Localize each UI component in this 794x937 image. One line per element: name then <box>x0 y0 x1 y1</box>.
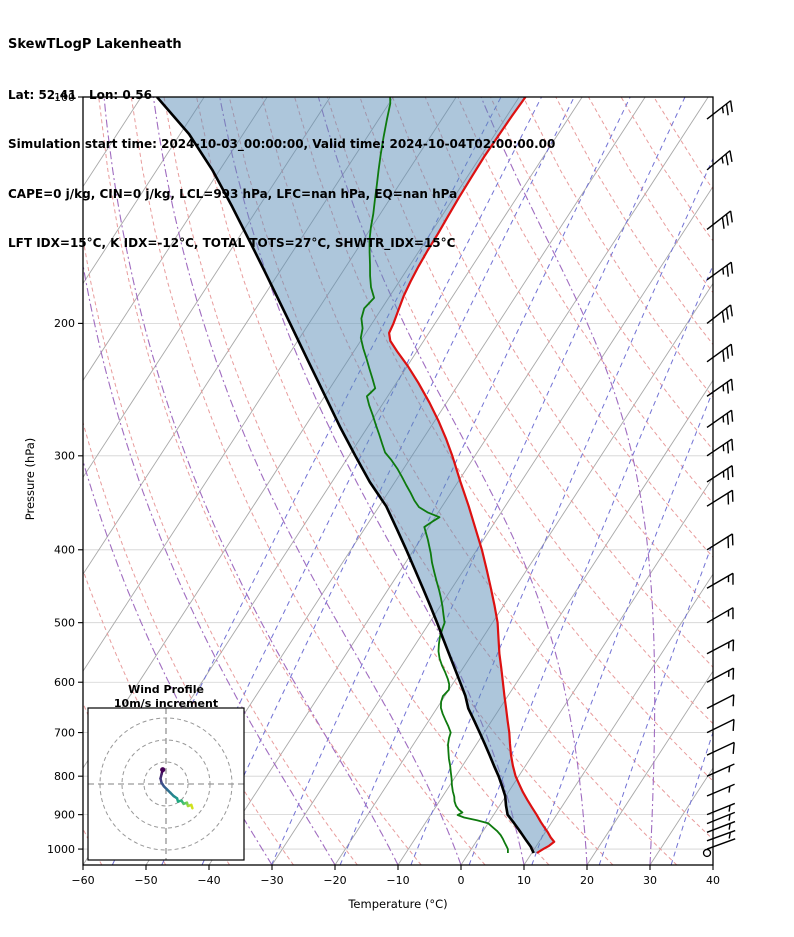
wind-barb <box>706 829 736 842</box>
y-tick-label: 1000 <box>47 843 75 856</box>
x-tick-label: −10 <box>386 874 409 887</box>
wind-barb <box>706 100 733 120</box>
wind-barb <box>706 150 733 171</box>
page-title: SkewTLogP Lakenheath <box>8 37 182 52</box>
y-tick-label: 100 <box>54 91 75 104</box>
sounding-curves <box>156 97 556 854</box>
wind-barb <box>706 261 734 281</box>
x-tick-label: 0 <box>458 874 465 887</box>
y-tick-label: 600 <box>54 676 75 689</box>
wind-barb <box>702 848 712 858</box>
wind-barb <box>706 607 734 624</box>
wind-barb <box>706 343 734 363</box>
hodograph-trace <box>190 803 194 810</box>
x-tick-label: 30 <box>643 874 657 887</box>
wind-barb <box>706 210 733 230</box>
hodograph-ring <box>121 739 211 829</box>
hodograph-ring <box>143 761 189 807</box>
hodograph-trace-start <box>160 767 166 773</box>
hodograph-border <box>87 707 245 861</box>
wind-barb <box>706 802 736 816</box>
x-tick-label: −40 <box>197 874 220 887</box>
wind-barb <box>706 763 735 777</box>
wind-barb <box>706 838 736 850</box>
x-tick-label: 10 <box>517 874 531 887</box>
dewpoint-curve <box>359 97 509 853</box>
wind-barb <box>706 489 734 507</box>
y-tick-label: 500 <box>54 616 75 629</box>
x-tick-label: −30 <box>260 874 283 887</box>
wind-barb <box>706 533 734 551</box>
parcel-curve <box>156 97 535 854</box>
wind-barb <box>706 783 735 797</box>
x-axis-label: Temperature (°C) <box>348 897 448 911</box>
x-tick-label: 40 <box>706 874 720 887</box>
y-tick-label: 700 <box>54 726 75 739</box>
y-tick-label: 900 <box>54 808 75 821</box>
hodograph-ring <box>99 717 233 851</box>
y-tick-label: 800 <box>54 770 75 783</box>
y-axis-label: Pressure (hPa) <box>23 437 37 521</box>
x-tick-label: −60 <box>71 874 94 887</box>
x-tick-label: −50 <box>134 874 157 887</box>
wind-barb-column <box>702 100 736 858</box>
header: SkewTLogP Lakenheath Lat: 52.41 Lon: 0.5… <box>8 4 555 285</box>
wind-barb <box>706 741 735 756</box>
y-tick-label: 300 <box>54 450 75 463</box>
temperature-curve <box>388 97 556 854</box>
hodograph-title-line2: 10m/s increment <box>114 697 218 710</box>
wind-barb <box>706 667 735 683</box>
wind-barb <box>706 572 734 589</box>
x-tick-label: 20 <box>580 874 594 887</box>
wind-barb <box>706 820 736 833</box>
mixing-ratio-lines <box>111 97 713 865</box>
header-indices-line: LFT IDX=15°C, K IDX=-12°C, TOTAL TOTS=27… <box>8 236 456 250</box>
y-tick-label: 200 <box>54 317 75 330</box>
calm-wind-circle <box>702 848 712 858</box>
hodograph-title-line1: Wind Profile <box>128 683 204 696</box>
x-tick-label: −20 <box>323 874 346 887</box>
wind-barb <box>706 639 735 655</box>
wind-barb <box>706 465 734 483</box>
wind-barb <box>706 438 734 457</box>
header-cape-line: CAPE=0 j/kg, CIN=0 j/kg, LCL=993 hPa, LF… <box>8 186 458 201</box>
wind-barb <box>706 378 734 397</box>
header-times: Simulation start time: 2024-10-03_00:00:… <box>8 137 556 151</box>
header-lat-lon: Lat: 52.41 Lon: 0.56 <box>8 87 152 102</box>
wind-barb <box>706 304 733 324</box>
wind-barb <box>706 694 735 709</box>
wind-barb <box>706 718 735 734</box>
cin-shaded-area <box>157 97 555 853</box>
wind-barb <box>706 811 736 825</box>
wind-barb <box>706 409 734 428</box>
y-tick-label: 400 <box>54 544 75 557</box>
